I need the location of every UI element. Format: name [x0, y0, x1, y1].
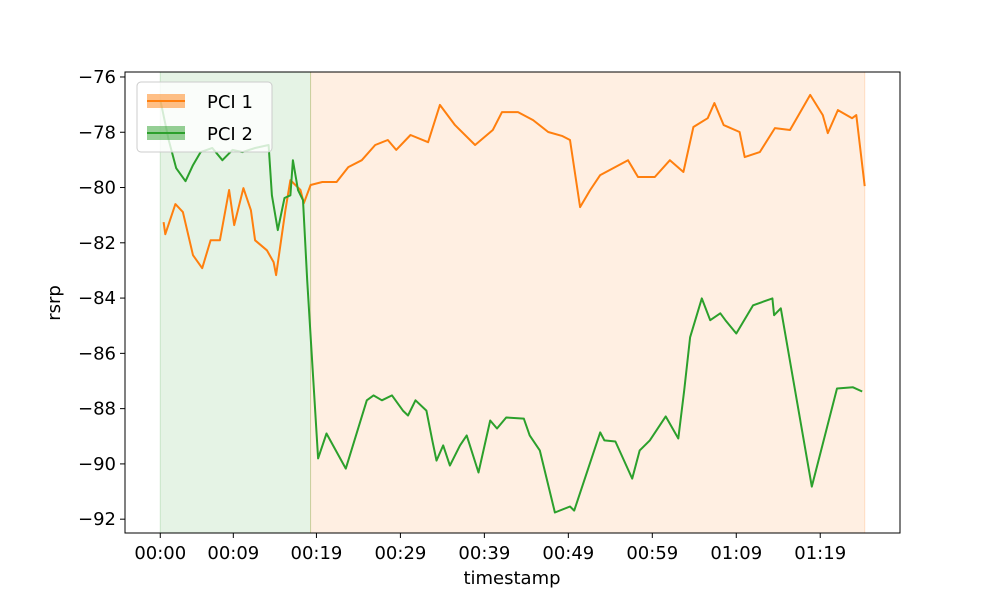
y-tick-label: −80 [78, 178, 116, 199]
y-tick-label: −78 [78, 122, 116, 143]
y-tick-label: −90 [78, 454, 116, 475]
y-tick-label: −82 [78, 233, 116, 254]
x-tick-label: 01:19 [794, 543, 846, 564]
series-line [162, 93, 866, 277]
y-tick-label: −76 [78, 67, 116, 88]
x-axis-label: timestamp [463, 568, 560, 589]
legend-label: PCI 1 [207, 92, 253, 113]
x-tick-label: 01:09 [710, 543, 762, 564]
y-tick-label: −84 [78, 288, 116, 309]
legend-label: PCI 2 [207, 124, 253, 145]
x-tick-label: 00:39 [458, 543, 510, 564]
x-tick-label: 00:00 [134, 543, 186, 564]
x-tick-label: 00:49 [542, 543, 594, 564]
x-tick-label: 00:19 [291, 543, 343, 564]
y-tick-label: −86 [78, 343, 116, 364]
y-tick-label: −88 [78, 399, 116, 420]
x-tick-label: 00:29 [374, 543, 426, 564]
x-tick-label: 00:09 [207, 543, 259, 564]
highlight-span [310, 71, 866, 534]
series-line [159, 99, 863, 514]
plot-frame [124, 71, 901, 534]
x-tick-label: 00:59 [626, 543, 678, 564]
y-tick-label: −92 [78, 509, 116, 530]
y-axis-label: rsrp [44, 285, 65, 321]
